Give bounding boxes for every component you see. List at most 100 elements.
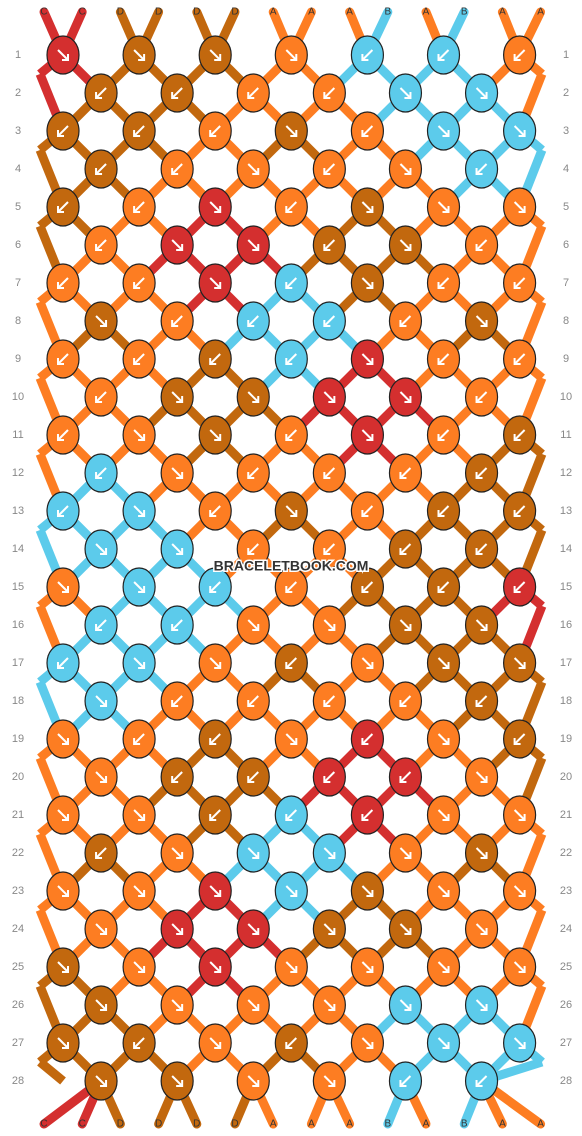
knot-arrow-head: [214, 206, 222, 213]
knot-arrow-head: [100, 700, 108, 707]
knot-arrow-head: [399, 548, 407, 555]
knot-arrow: [171, 163, 183, 175]
row-number: 26: [12, 999, 24, 1011]
knot-arrow-head: [62, 54, 69, 61]
strand-label: D: [193, 1119, 200, 1130]
knot-arrow: [133, 1037, 145, 1049]
knot-arrow-head: [475, 700, 483, 707]
knot-arrow: [57, 961, 69, 973]
knot-arrow-head: [133, 738, 141, 745]
knot-arrow: [285, 885, 298, 897]
knot-arrow: [247, 543, 259, 555]
knot-arrow-head: [285, 282, 293, 289]
row-number: 9: [563, 353, 569, 365]
knot-arrow-head: [323, 548, 331, 555]
knot-arrow: [513, 49, 526, 61]
strand-label: C: [79, 7, 86, 18]
knot-arrow: [513, 581, 526, 593]
knot-arrow: [475, 999, 488, 1011]
strand-label: D: [231, 1119, 238, 1130]
knot-arrow-head: [518, 206, 526, 213]
knot-arrow-head: [133, 1042, 141, 1049]
knot-arrow: [285, 277, 298, 289]
row-number: 16: [12, 619, 24, 631]
knot-arrow-head: [290, 510, 298, 517]
knot-arrow-head: [247, 776, 255, 783]
knot-arrow: [361, 429, 374, 441]
row-number: 7: [563, 277, 569, 289]
knot-arrow: [285, 809, 298, 821]
knot-arrow: [513, 1037, 526, 1049]
strand-label: A: [270, 1119, 277, 1130]
strand-label: D: [155, 1119, 162, 1130]
knot-arrow: [209, 353, 221, 365]
knot-arrow-head: [442, 814, 450, 821]
knot-arrow-head: [100, 320, 108, 327]
knot-arrow: [95, 239, 107, 251]
knot-arrow: [171, 999, 183, 1011]
knot-arrow: [209, 277, 221, 289]
knot-arrow-head: [399, 472, 407, 479]
knot-arrow-head: [361, 586, 369, 593]
knot-arrow-head: [366, 1042, 374, 1049]
row-number: 21: [12, 809, 24, 821]
knot-arrow-head: [209, 358, 217, 365]
knot-arrow-head: [475, 472, 483, 479]
row-number: 3: [15, 125, 21, 137]
knot-arrow-head: [62, 738, 69, 745]
strand-label: D: [117, 1119, 124, 1130]
knot-arrow: [247, 771, 259, 783]
knot-arrow: [437, 581, 450, 593]
knot-arrow: [399, 923, 412, 935]
knot-arrow: [133, 809, 145, 821]
strand-label: A: [308, 1119, 315, 1130]
knot-arrow-head: [176, 852, 184, 859]
knot-arrow-head: [247, 700, 255, 707]
knot-arrow: [133, 125, 145, 137]
knot-arrow-head: [176, 548, 184, 555]
knot-arrow-head: [252, 168, 260, 175]
knot-arrow: [171, 239, 183, 251]
knot-arrow: [95, 771, 107, 783]
knot-arrow-head: [62, 814, 69, 821]
knot-arrow-head: [214, 54, 222, 61]
knot-arrow: [475, 163, 488, 175]
row-number: 5: [15, 201, 21, 213]
knot-arrow-head: [252, 624, 260, 631]
knot-arrow-head: [133, 282, 141, 289]
knot-arrow: [361, 505, 374, 517]
knot-arrow: [399, 87, 412, 99]
knot-arrow: [171, 543, 183, 555]
knot-arrow: [285, 961, 298, 973]
knot-arrow: [323, 467, 336, 479]
knot-arrow: [285, 657, 298, 669]
knot-arrow: [209, 1037, 221, 1049]
strand-label: C: [40, 1119, 47, 1130]
row-number: 14: [12, 543, 24, 555]
knot-arrow-head: [57, 282, 64, 289]
strand-label: A: [537, 7, 544, 18]
knot-arrow: [513, 657, 526, 669]
knot-arrow-head: [475, 548, 483, 555]
knot-arrow: [57, 809, 69, 821]
row-number: 17: [12, 657, 24, 669]
knot-arrow-head: [176, 244, 184, 251]
knot-arrow-head: [480, 928, 488, 935]
knot-arrow: [95, 619, 107, 631]
knot-arrow: [361, 733, 374, 745]
row-number: 14: [560, 543, 572, 555]
knot-arrow-head: [209, 738, 217, 745]
knot-arrow: [475, 1075, 488, 1087]
row-number: 27: [12, 1037, 24, 1049]
row-number: 27: [560, 1037, 572, 1049]
knot-arrow-head: [171, 776, 179, 783]
knot-arrow: [57, 885, 69, 897]
knot-arrow-head: [62, 890, 69, 897]
knot-arrow: [323, 619, 336, 631]
knot-arrow-head: [513, 54, 521, 61]
knot-arrow: [323, 999, 336, 1011]
knot-arrow-head: [404, 1004, 412, 1011]
row-number: 22: [560, 847, 572, 859]
knot-arrow: [323, 163, 336, 175]
knot-arrow-head: [62, 966, 69, 973]
